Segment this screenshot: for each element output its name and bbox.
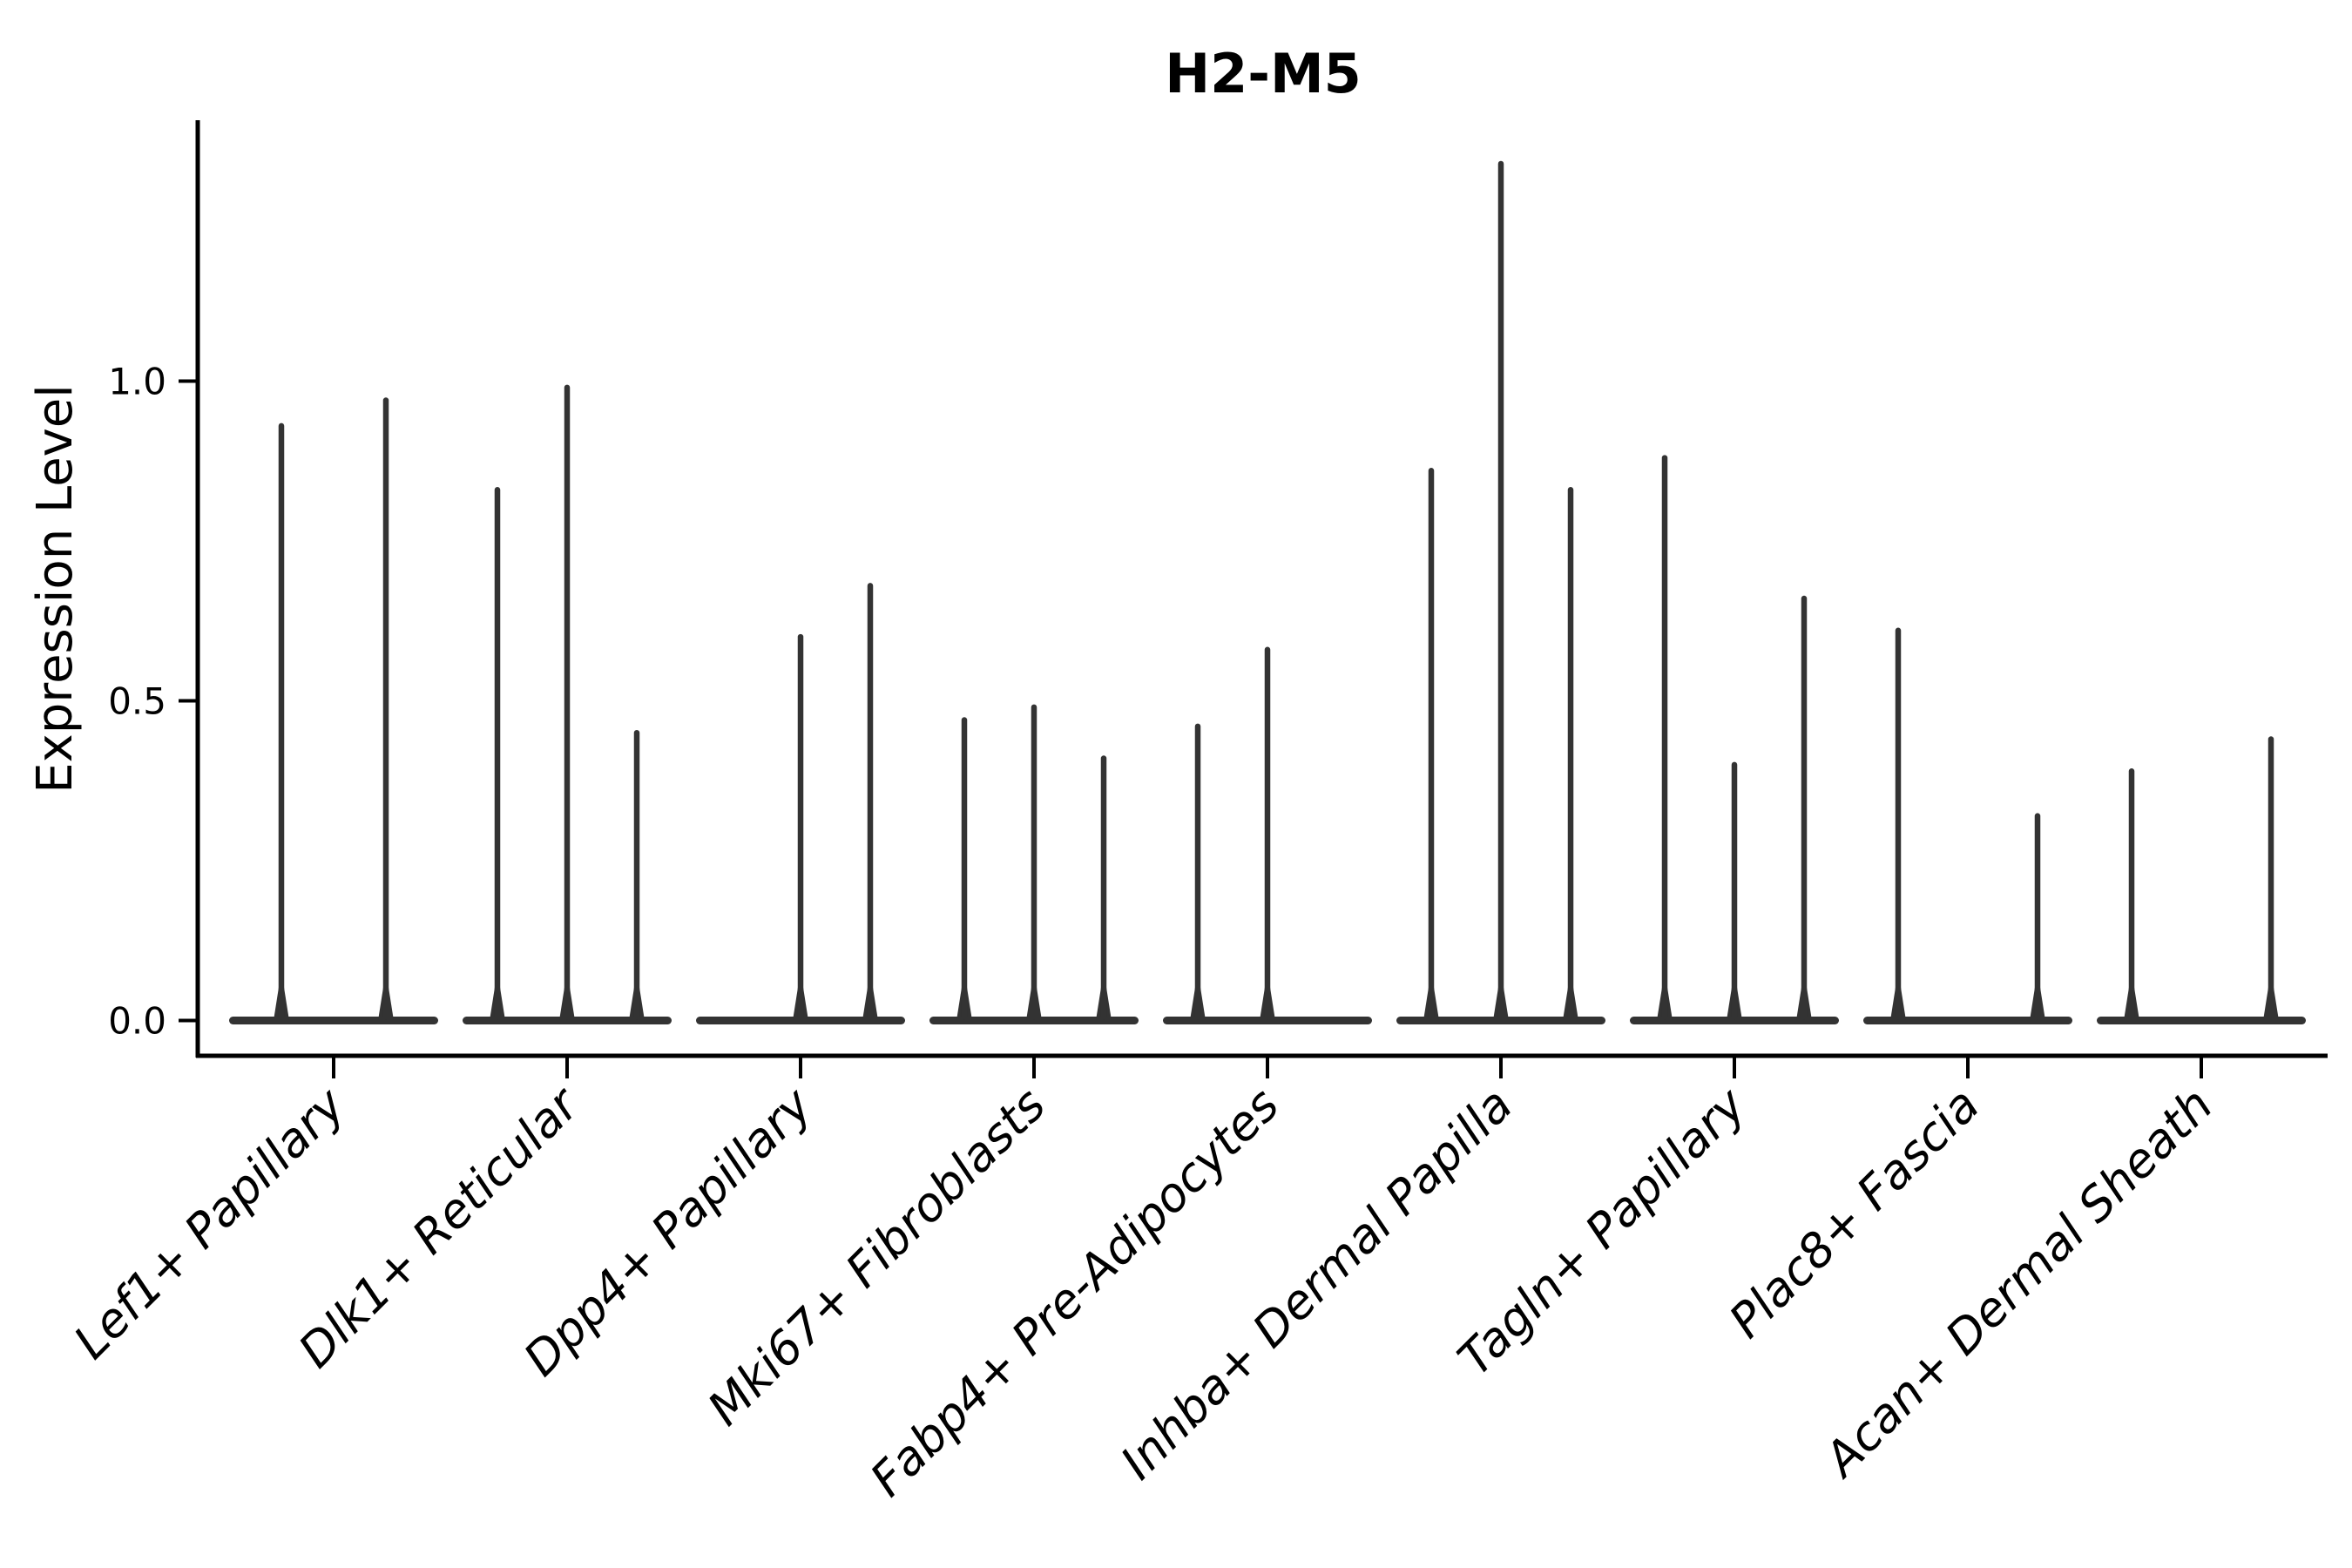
y-tick-label: 0.0 — [108, 1000, 166, 1043]
y-tick-label: 0.5 — [108, 680, 166, 723]
x-tick-label: Inhba+ Dermal Papilla — [1110, 1078, 1523, 1490]
y-axis-label: Expression Level — [27, 384, 84, 794]
violin-baseline — [1863, 1017, 2072, 1024]
violin-baseline — [2097, 1017, 2306, 1024]
violin-baseline — [229, 1017, 438, 1024]
chart-title: H2-M5 — [1165, 42, 1362, 105]
y-tick-label: 1.0 — [108, 361, 166, 403]
x-tick-label: Plac8+ Fascia — [1719, 1078, 1990, 1348]
x-tick-label: Fabp4+ Pre-Adipocytes — [860, 1078, 1289, 1507]
x-tick-label: Acan+ Dermal Sheath — [1812, 1078, 2223, 1489]
